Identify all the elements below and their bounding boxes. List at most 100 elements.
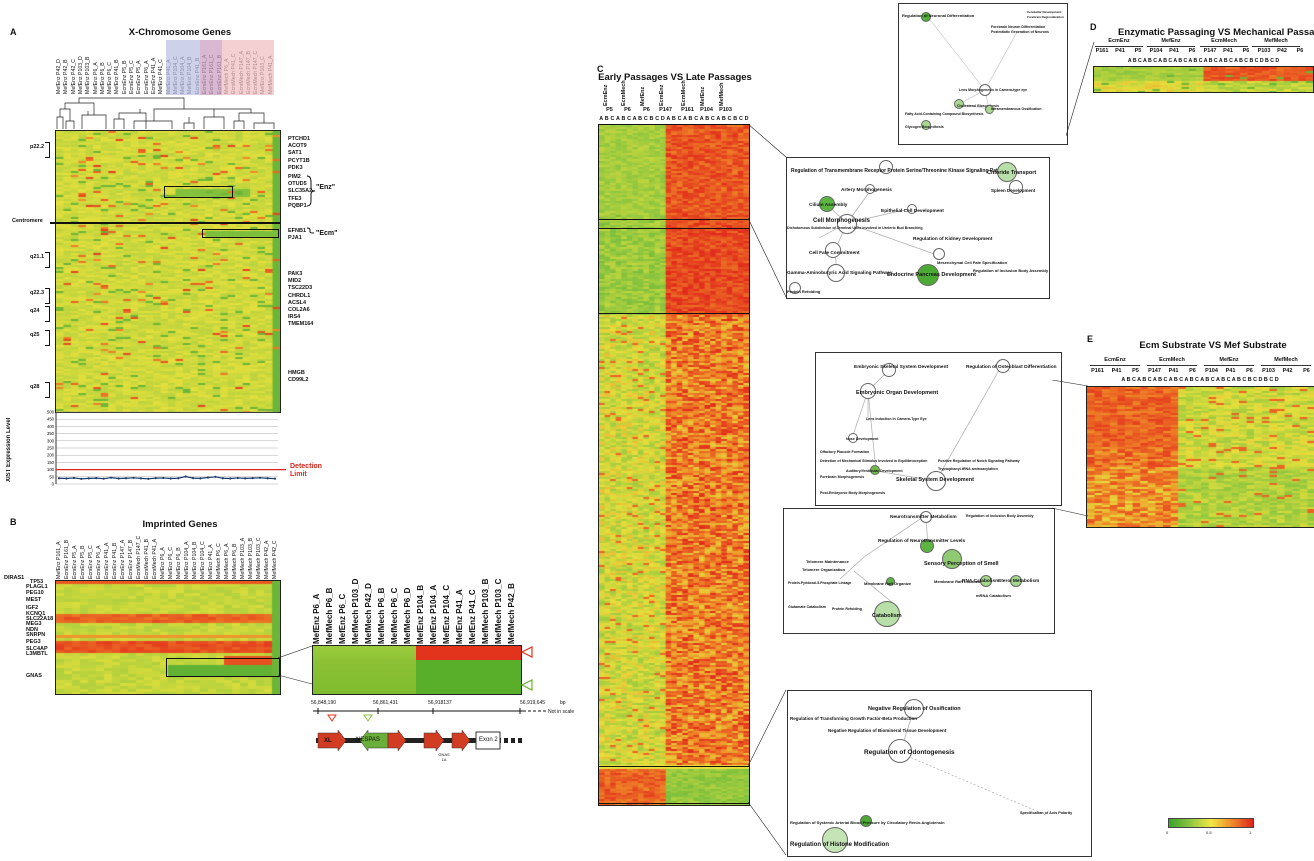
n1-text-3: Spleen Development: [991, 188, 1035, 193]
passage-label: P42: [1273, 48, 1291, 54]
band-label: q28: [30, 384, 39, 390]
band-bracket: [45, 142, 50, 158]
n2-text-2: Regulation of Osteoblast Differentiation: [966, 365, 1057, 370]
sample-label: MefMech P42_A: [265, 530, 270, 579]
ecm-label: "Ecm": [316, 230, 337, 237]
passage-label: P104: [1202, 368, 1221, 374]
xist-point: [185, 475, 187, 477]
sample-label: EcmMech P147_C: [137, 530, 142, 579]
group-label: MefEnz: [1145, 38, 1197, 44]
n1-text-15: Protein Refolding: [787, 289, 820, 294]
zoom-sample-label: MefMech P42_B: [508, 580, 516, 644]
gnas-zoom-heatmap: [312, 645, 522, 695]
group-label: EcmEnz: [1088, 357, 1142, 363]
sample-label: EcmEnz P5_A: [73, 530, 78, 579]
n4-text-7: Regulation of Histone Modification: [790, 842, 889, 848]
exon2-label: Exon 2: [479, 737, 498, 743]
node-text-9: Fatty Acid-Containing Compound Biosynthe…: [905, 112, 983, 116]
group-label: EcmMech: [1198, 38, 1250, 44]
detection-label: Detection: [290, 463, 322, 470]
xist-tick-label: 250: [47, 446, 55, 451]
xist-point: [125, 477, 127, 479]
scale-tick-0: 0: [1166, 830, 1168, 835]
passage-label: P6: [1291, 48, 1309, 54]
gene-label: PIM2: [288, 174, 301, 180]
group-underline: [1090, 365, 1140, 366]
n4-text-1: Negative Regulation of Ossification: [868, 706, 961, 712]
panel-e-label: E: [1087, 334, 1093, 344]
gnas1a-label: GNAS 1A: [437, 752, 451, 762]
xist-tick-label: 350: [47, 431, 55, 436]
node-text-8: Intramembranous Ossification: [991, 107, 1042, 111]
gnas-arrows: [520, 645, 534, 693]
gene-label: PCYT1B: [288, 158, 310, 164]
band-bracket: [45, 382, 50, 398]
n3-text-3: Regulation of Neurotransmitter Levels: [878, 539, 965, 544]
group-label: MefMech: [720, 82, 726, 106]
passage-label: P103: [1259, 368, 1278, 374]
passage-label: P5: [1126, 368, 1145, 374]
heatmap-passaging: [1093, 66, 1314, 93]
gene-braces: [305, 174, 317, 234]
sample-label: EcmEnz P41_A: [105, 530, 110, 579]
sample-label: MefEnz P41_C: [159, 40, 164, 94]
network-top: Regulation of Neuronal Differentiation F…: [898, 3, 1068, 145]
panel-c-zoom-lines: [748, 0, 788, 861]
xist-point: [65, 477, 67, 479]
zoom-sample-label: MefMech P103_C: [495, 580, 503, 644]
group-label: EcmMech: [622, 82, 628, 106]
passage-label: P5: [1129, 48, 1147, 54]
n1-text-11: Mesenchymal Cell Fate Specification: [937, 260, 1007, 265]
xist-point: [132, 477, 134, 479]
n3-text-5: Sensory Perception of Smell: [924, 561, 999, 567]
network-2: Embryonic Skeletal System Development Re…: [815, 352, 1062, 506]
xist-tick-label: 450: [47, 417, 55, 422]
xist-point: [207, 476, 209, 478]
group-label: MefMech: [1250, 38, 1302, 44]
sample-label: MefEnz P6_A: [94, 40, 99, 94]
gene-label: CHRDL1: [288, 293, 310, 299]
xist-tick-label: 50: [49, 474, 54, 479]
passage-label: P6: [1297, 368, 1314, 374]
gnas-box: [166, 658, 280, 677]
enz-label: "Enz": [316, 184, 335, 191]
n3-text-15: Catabolism: [872, 613, 902, 619]
n3-text-10: RNA Catabolism: [962, 579, 999, 584]
xist-point: [229, 477, 231, 479]
enz-box: [164, 186, 233, 198]
group-underline: [1200, 46, 1248, 47]
n3-text-12: mRNA Catabolism: [976, 593, 1011, 598]
network-3: Neurotransmitter Metabolism Regulation o…: [783, 508, 1055, 634]
scale-tick-1: 1: [1249, 830, 1251, 835]
heatmap-imprinted-canvas: [56, 581, 280, 694]
column-letters: A B C A B C A B C A B C A B C A B C A B …: [1093, 58, 1314, 64]
heatmap-x-chromosome-canvas: [56, 131, 280, 412]
sample-label: EcmEnz P41_B: [113, 530, 118, 579]
passage-label: P103: [1255, 48, 1273, 54]
n1-text-1: Regulation of Transmembrane Receptor Pro…: [791, 168, 1010, 174]
band-bracket: [45, 306, 50, 322]
passage-label: P42: [1278, 368, 1297, 374]
group-underline: [1147, 365, 1197, 366]
n2-text-3: Embryonic Organ Development: [856, 390, 938, 396]
sample-label: MefMech P6_C: [217, 530, 222, 579]
band-bracket: [45, 330, 50, 346]
xist-ylabel: XIST Expression Level: [6, 415, 12, 485]
n2-text-13: Post-Embryonic Body Morphogenesis: [820, 491, 885, 495]
passage-label: P104: [1147, 48, 1165, 54]
panel-a-title: X-Chromosome Genes: [80, 27, 280, 38]
node-text-6: Lens Morphogenesis in Camera-type eye: [959, 88, 1027, 92]
n2-text-10: Auditory/Vestibular Development: [846, 469, 903, 473]
group-underline: [1261, 365, 1311, 366]
band-label: q24: [30, 308, 39, 314]
color-scale-bar: [1168, 818, 1254, 828]
sample-label: MefEnz P6_A: [161, 530, 166, 579]
panel-d-label: D: [1090, 22, 1097, 32]
group-label: MefEnz: [701, 82, 707, 106]
band-label: q21.1: [30, 254, 44, 260]
xist-point: [80, 478, 82, 480]
zoom-sample-label: MefMech P6_B: [326, 580, 334, 644]
zoom-sample-label: MefMech P6_C: [391, 580, 399, 644]
passage-label: P147: [656, 107, 675, 113]
gene-label: GNAS: [26, 673, 42, 679]
